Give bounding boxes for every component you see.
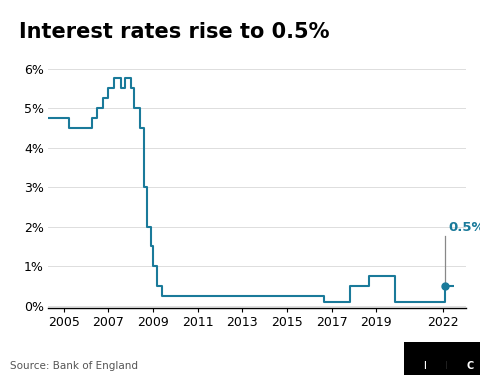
Text: Source: Bank of England: Source: Bank of England bbox=[10, 361, 138, 371]
Text: Interest rates rise to 0.5%: Interest rates rise to 0.5% bbox=[19, 22, 329, 42]
Text: B: B bbox=[423, 361, 431, 371]
Text: 0.5%: 0.5% bbox=[448, 221, 480, 234]
Text: C: C bbox=[467, 361, 474, 371]
Text: B: B bbox=[445, 361, 453, 371]
